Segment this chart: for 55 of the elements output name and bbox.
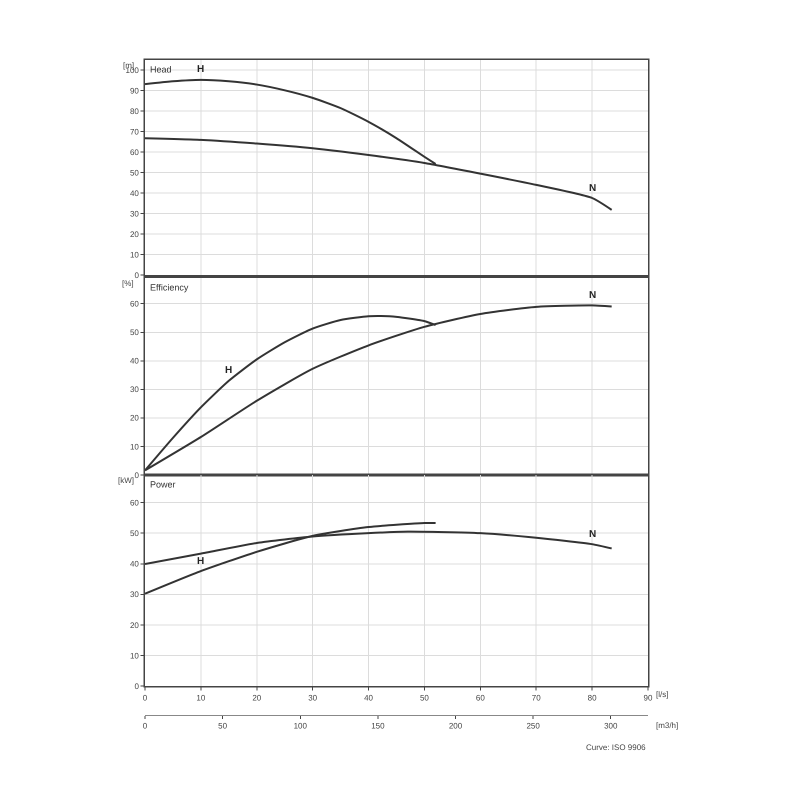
y-tick-label: 30 <box>130 209 140 218</box>
x2-tick-label: 300 <box>604 722 618 731</box>
x-tick-label: 30 <box>308 693 318 702</box>
x-tick-label: 0 <box>142 693 148 702</box>
text: Efficiency <box>150 282 189 292</box>
x2-tick-label: 150 <box>371 722 386 731</box>
y-tick-label: 50 <box>130 528 140 538</box>
y-axis-title: [kW] <box>118 476 134 485</box>
x-tick-label: 90 <box>644 693 653 702</box>
y-tick-label: 60 <box>130 148 140 157</box>
series-label: H <box>197 556 204 567</box>
y-tick-label: 20 <box>130 230 140 239</box>
y-tick-label: 50 <box>130 328 140 338</box>
y-tick-label: 0 <box>134 270 140 280</box>
y-tick-label: 60 <box>130 300 140 308</box>
y-tick-label: 90 <box>130 86 140 96</box>
text: Head <box>150 64 172 74</box>
y-tick-label: 10 <box>130 442 140 452</box>
series-label: N <box>589 529 596 540</box>
y-tick-label: 40 <box>130 188 140 198</box>
text: Power <box>150 479 176 490</box>
x2-tick-label: 0 <box>142 722 148 731</box>
x-tick-label: 40 <box>364 693 374 702</box>
y-tick-label: 10 <box>130 651 140 660</box>
x2-tick-label: 250 <box>526 722 540 731</box>
y-tick-label: 20 <box>130 620 140 630</box>
x-tick-label: 20 <box>252 693 262 702</box>
x2-tick-label: 200 <box>448 722 463 731</box>
x2-tick-label: 100 <box>294 722 308 731</box>
x-tick-label: 60 <box>476 693 486 702</box>
x-tick-label: 70 <box>532 693 542 702</box>
text: Curve: ISO 9906 <box>586 743 646 752</box>
series-label: N <box>589 183 596 194</box>
x2-tick-label: 50 <box>218 722 228 731</box>
x-tick-label: 10 <box>196 693 206 702</box>
series-label: H <box>225 365 232 376</box>
series-label: H <box>197 64 204 75</box>
y-tick-label: 20 <box>130 414 140 423</box>
y-tick-label: 0 <box>134 470 140 480</box>
y-tick-label: 10 <box>130 250 140 260</box>
y-axis-title: [%] <box>122 279 134 288</box>
x-tick-label: 80 <box>588 693 598 702</box>
y-tick-label: 30 <box>130 590 140 600</box>
y-tick-label: 0 <box>134 682 140 691</box>
series-label: N <box>589 290 596 301</box>
x-axis-title: [l/s] <box>656 690 668 699</box>
y-tick-label: 30 <box>130 385 140 394</box>
y-tick-label: 70 <box>130 127 140 136</box>
y-tick-label: 60 <box>130 498 140 508</box>
y-tick-label: 50 <box>130 168 140 178</box>
y-tick-label: 40 <box>130 560 140 569</box>
y-tick-label: 40 <box>130 356 140 366</box>
x2-axis-title: [m3/h] <box>656 721 678 730</box>
x-tick-label: 50 <box>420 693 430 702</box>
y-tick-label: 80 <box>130 106 140 116</box>
